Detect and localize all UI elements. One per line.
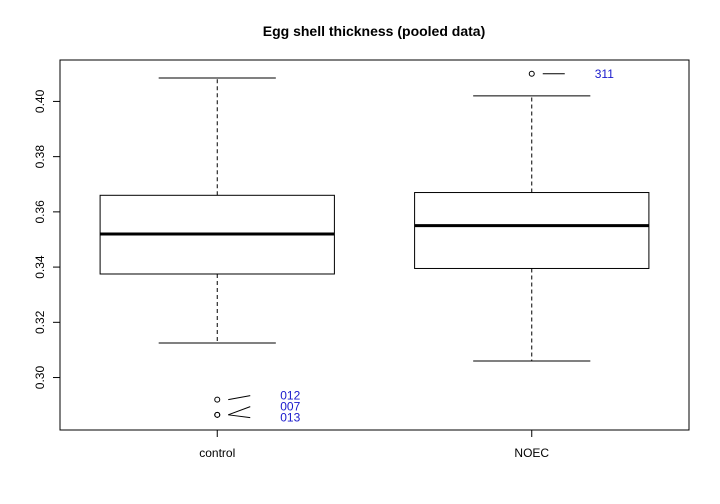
chart-title: Egg shell thickness (pooled data) [263, 23, 485, 39]
y-tick-label: 0.30 [33, 366, 47, 390]
iqr-box [414, 192, 650, 269]
x-tick-label: NOEC [514, 446, 549, 460]
outlier-label: 007 [280, 400, 300, 414]
outlier-leader-line [228, 406, 251, 416]
outlier-label: 013 [280, 411, 300, 425]
y-tick-label: 0.34 [33, 255, 47, 279]
outlier-point [214, 396, 221, 403]
y-axis: 0.30 0.32 0.34 0.36 0.38 0.40 [33, 89, 60, 389]
outlier-leader-line [228, 395, 251, 401]
box-noec: 311 [414, 67, 650, 362]
y-tick-label: 0.32 [33, 310, 47, 334]
plot-frame [59, 59, 690, 431]
outlier-point [528, 70, 535, 77]
y-tick-label: 0.40 [33, 89, 47, 113]
x-axis: control NOEC [199, 430, 549, 460]
outlier-leader-line [228, 414, 251, 419]
y-tick-label: 0.38 [33, 145, 47, 169]
outlier-point [214, 411, 221, 418]
x-tick-label: control [199, 446, 235, 460]
outlier-label: 311 [595, 67, 614, 81]
outlier-label: 012 [280, 389, 300, 403]
y-tick-label: 0.36 [33, 200, 47, 224]
